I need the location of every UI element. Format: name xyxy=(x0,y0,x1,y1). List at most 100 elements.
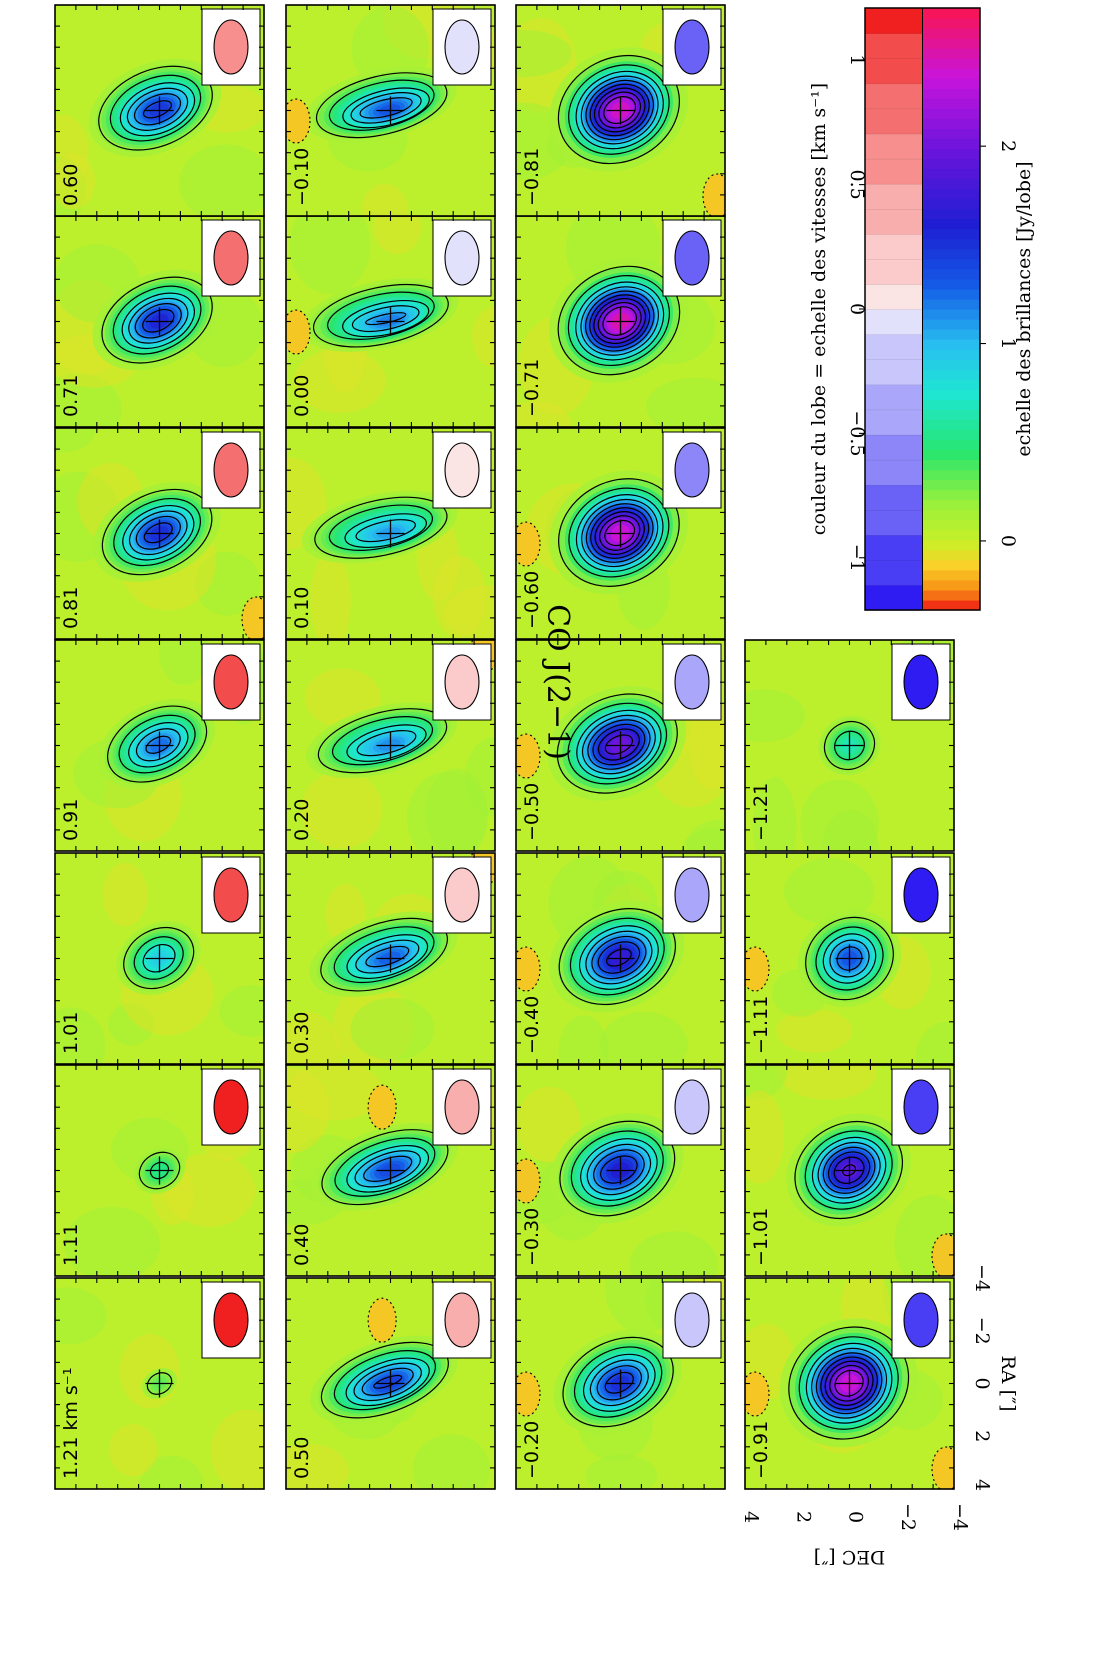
brightness-bin xyxy=(922,489,980,501)
panel-frame xyxy=(285,4,496,217)
brightness-bin xyxy=(922,429,980,441)
contour-line xyxy=(822,1146,876,1194)
contour-line xyxy=(600,1155,638,1184)
brightness-bin xyxy=(922,419,980,430)
negative-emission xyxy=(932,1234,954,1276)
panel-frame xyxy=(285,427,496,640)
colorbar: −1 −0.5 0 0.5 1 0 1 2 couleur du lobe = echelle … xyxy=(808,7,1035,611)
velocity-label: −0.81 xyxy=(521,148,543,206)
contour-line xyxy=(342,299,430,338)
brightness-bin xyxy=(922,258,980,270)
contour-line xyxy=(133,936,184,980)
brightness-bin xyxy=(922,138,980,150)
negative-contour xyxy=(516,946,541,992)
velocity-label: −0.30 xyxy=(521,1208,543,1266)
contour-line xyxy=(333,1350,437,1411)
beam-ellipse xyxy=(674,442,710,498)
channel-panel: −0.20 xyxy=(515,1277,726,1490)
contour-line xyxy=(346,1144,430,1193)
brightness-bin xyxy=(922,28,980,39)
background-noise xyxy=(219,985,264,1037)
brightness-bin xyxy=(922,349,980,360)
velocity-label: 0.60 xyxy=(60,164,82,206)
contour-line xyxy=(593,298,646,344)
contour-line xyxy=(122,505,195,561)
background-noise xyxy=(158,640,210,685)
background-noise xyxy=(600,1011,688,1064)
background-noise xyxy=(55,153,96,209)
velocity-label: −1.11 xyxy=(750,996,772,1054)
channel-panel: −0.10 xyxy=(285,4,496,217)
brightness-bin xyxy=(922,439,980,451)
velocity-label: −0.71 xyxy=(521,359,543,417)
contour-line xyxy=(355,939,420,974)
velocity-tick-label: 1 xyxy=(846,54,868,66)
contour-line xyxy=(135,728,181,762)
beam-ellipse xyxy=(674,654,710,710)
brightness-bin xyxy=(922,98,980,109)
velocity-label: 0.50 xyxy=(291,1437,313,1479)
brightness-bin xyxy=(922,8,980,19)
negative-contour xyxy=(702,173,725,216)
brightness-bin xyxy=(922,459,980,471)
negative-emission xyxy=(932,1447,954,1489)
ra-tick-label: −2 xyxy=(971,1317,993,1345)
contour-line xyxy=(593,1149,645,1190)
panel-frame xyxy=(285,1277,496,1490)
brightness-bin xyxy=(922,389,980,400)
channel-panel: 1.01 xyxy=(54,852,265,1065)
brightness-bin xyxy=(922,499,980,511)
brightness-bin xyxy=(922,449,980,461)
brightness-bin xyxy=(922,188,980,200)
velocity-bin xyxy=(864,83,923,110)
brightness-bin xyxy=(922,319,980,330)
contour-line xyxy=(580,1138,658,1201)
channel-panel: 0.20 xyxy=(285,639,496,852)
brightness-bin xyxy=(922,78,980,89)
panel-frame xyxy=(744,639,955,852)
background-noise xyxy=(745,1090,785,1184)
contour-line xyxy=(142,944,176,973)
contour-line xyxy=(121,292,195,350)
background-noise xyxy=(629,1231,719,1276)
negative-contour xyxy=(286,309,311,355)
brightness-bin xyxy=(922,359,980,370)
contour-line xyxy=(123,926,195,990)
beam-ellipse xyxy=(674,1079,710,1135)
contour-line xyxy=(834,730,865,761)
channel-panel: 0.60 xyxy=(54,4,265,217)
contour-line xyxy=(580,286,659,356)
background-noise xyxy=(784,858,875,925)
beam-ellipse xyxy=(444,442,480,498)
panel-frame xyxy=(744,1064,955,1277)
contour-line xyxy=(811,1136,887,1204)
velocity-label: 1.21 km s⁻¹ xyxy=(60,1368,82,1479)
dec-tick-label: −2 xyxy=(897,1503,919,1531)
contour-line xyxy=(350,92,422,124)
contour-line xyxy=(346,934,429,980)
beam-ellipse xyxy=(213,1292,249,1348)
background-noise xyxy=(139,1455,205,1489)
contour-line xyxy=(824,1360,874,1406)
background-noise xyxy=(289,216,371,295)
velocity-bin xyxy=(864,484,923,511)
contour-line xyxy=(317,708,448,774)
contour-line xyxy=(361,1367,414,1396)
negative-emission xyxy=(516,1159,540,1204)
panel-frame xyxy=(285,639,496,852)
contour-line xyxy=(365,312,407,326)
background-noise xyxy=(585,1454,658,1489)
velocity-bin xyxy=(864,509,923,536)
contour-line xyxy=(328,504,434,551)
channel-panel: −0.40 xyxy=(515,852,726,1065)
contour-line xyxy=(604,734,634,755)
negative-emission xyxy=(745,1372,769,1417)
velocity-bin xyxy=(864,283,923,310)
negative-contour xyxy=(931,1233,954,1276)
negative-contour xyxy=(931,1446,954,1489)
contour-line xyxy=(596,1365,643,1401)
channel-panel: 1.11 xyxy=(54,1064,265,1277)
background-noise xyxy=(310,552,351,639)
contour-line xyxy=(142,308,175,333)
